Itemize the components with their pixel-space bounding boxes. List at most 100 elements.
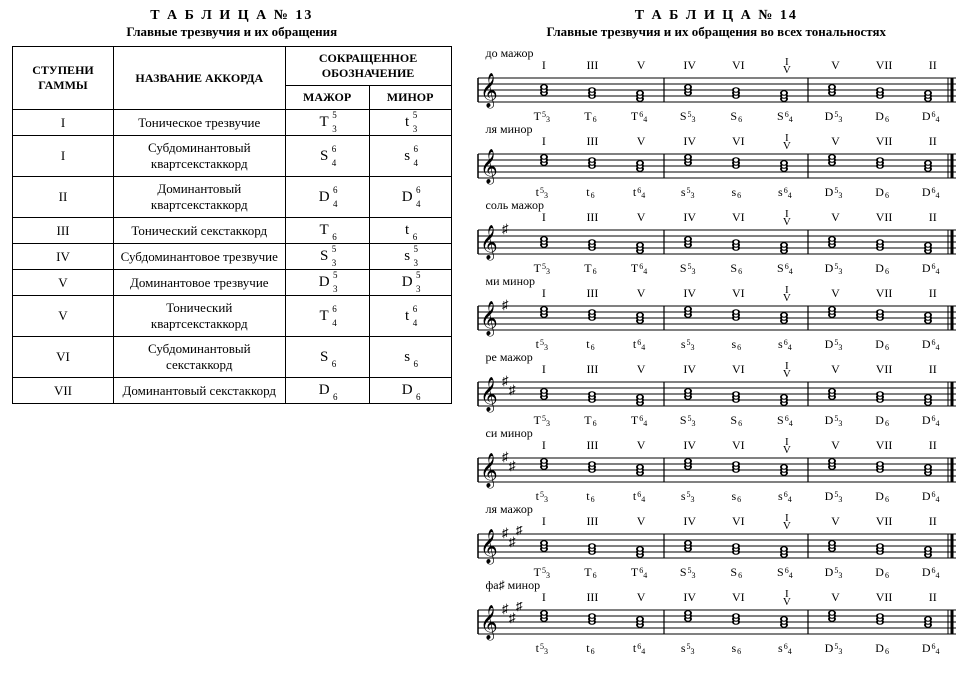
table13-subtitle: Главные трезвучия и их обращения bbox=[12, 24, 452, 40]
label-row: T53T6T64S53S6S64D53D6D64 bbox=[520, 261, 957, 276]
staff-row: IIIIVIVVIIVVVIIII𝄞♯T53T6T64S53S6S64D53D6… bbox=[472, 214, 961, 272]
cell-major: S6 bbox=[285, 337, 369, 378]
label-row: t53t6t64s53s6s64D53D6D64 bbox=[520, 489, 957, 504]
svg-text:♯: ♯ bbox=[516, 602, 523, 613]
staff-svg: 𝄞♯♯♯ bbox=[472, 602, 958, 646]
svg-text:𝄞: 𝄞 bbox=[480, 605, 498, 641]
chord-label: D64 bbox=[908, 109, 957, 124]
cell-minor: s6 bbox=[369, 337, 451, 378]
cell-major: T53 bbox=[285, 110, 369, 136]
chord-label: D6 bbox=[860, 337, 909, 352]
svg-text:♯: ♯ bbox=[516, 526, 523, 537]
chord-label: D6 bbox=[860, 261, 909, 276]
cell-name: Доминантовое трезвучие bbox=[114, 270, 286, 296]
chord-label: D64 bbox=[908, 489, 957, 504]
cell-minor: s53 bbox=[369, 244, 451, 270]
chord-label: D64 bbox=[908, 261, 957, 276]
chord-label: D53 bbox=[811, 565, 860, 580]
chord-label: S6 bbox=[714, 413, 763, 428]
cell-minor: t64 bbox=[369, 296, 451, 337]
chord-label: S64 bbox=[763, 261, 812, 276]
chord-label: s6 bbox=[714, 185, 763, 200]
th-name: НАЗВАНИЕ АККОРДА bbox=[114, 47, 286, 110]
staff-row: IIIIVIVVIIVVVIIII𝄞♯t53t6t64s53s6s64D53D6… bbox=[472, 290, 961, 348]
chord-label: T6 bbox=[568, 413, 617, 428]
chord-label: t53 bbox=[520, 185, 569, 200]
cell-degree: V bbox=[13, 270, 114, 296]
cell-degree: I bbox=[13, 110, 114, 136]
cell-major: D64 bbox=[285, 177, 369, 218]
chord-label: S53 bbox=[665, 565, 714, 580]
label-row: t53t6t64s53s6s64D53D6D64 bbox=[520, 641, 957, 656]
cell-minor: D6 bbox=[369, 378, 451, 404]
staff-svg: 𝄞 bbox=[472, 70, 958, 114]
svg-text:♯: ♯ bbox=[502, 374, 509, 388]
svg-text:𝄞: 𝄞 bbox=[480, 73, 498, 109]
cell-degree: VI bbox=[13, 337, 114, 378]
label-row: T53T6T64S53S6S64D53D6D64 bbox=[520, 565, 957, 580]
staff-svg: 𝄞♯ bbox=[472, 298, 958, 342]
cell-name: Субдоминантовое трезвучие bbox=[114, 244, 286, 270]
chord-label: D64 bbox=[908, 337, 957, 352]
chord-label: s53 bbox=[665, 489, 714, 504]
chord-label: D6 bbox=[860, 109, 909, 124]
svg-text:♯: ♯ bbox=[509, 458, 516, 473]
key-block: до мажорIIIIVIVVIIVVVIIII𝄞T53T6T64S53S6S… bbox=[472, 46, 961, 120]
th-major: МАЖОР bbox=[285, 86, 369, 110]
table13-title: Т А Б Л И Ц А № 13 bbox=[12, 8, 452, 24]
cell-minor: t6 bbox=[369, 218, 451, 244]
chord-label: D53 bbox=[811, 185, 860, 200]
cell-major: D6 bbox=[285, 378, 369, 404]
cell-name: Субдоминантовый квартсекстаккорд bbox=[114, 136, 286, 177]
staff-svg: 𝄞♯♯ bbox=[472, 374, 958, 418]
key-block: си минорIIIIVIVVIIVVVIIII𝄞♯♯t53t6t64s53s… bbox=[472, 426, 961, 500]
cell-degree: IV bbox=[13, 244, 114, 270]
staff-row: IIIIVIVVIIVVVIIII𝄞♯♯♯T53T6T64S53S6S64D53… bbox=[472, 518, 961, 576]
chord-label: T6 bbox=[568, 261, 617, 276]
cell-name: Тоническое трезвучие bbox=[114, 110, 286, 136]
key-block: ми минорIIIIVIVVIIVVVIIII𝄞♯t53t6t64s53s6… bbox=[472, 274, 961, 348]
staff-row: IIIIVIVVIIVVVIIII𝄞♯♯t53t6t64s53s6s64D53D… bbox=[472, 442, 961, 500]
chord-label: t53 bbox=[520, 337, 569, 352]
table-13-panel: Т А Б Л И Ц А № 13 Главные трезвучия и и… bbox=[12, 8, 452, 690]
chord-label: T53 bbox=[520, 261, 569, 276]
key-block: ля мажорIIIIVIVVIIVVVIIII𝄞♯♯♯T53T6T64S53… bbox=[472, 502, 961, 576]
chord-label: s64 bbox=[763, 185, 812, 200]
chord-label: T6 bbox=[568, 109, 617, 124]
label-row: t53t6t64s53s6s64D53D6D64 bbox=[520, 185, 957, 200]
th-minor: МИНОР bbox=[369, 86, 451, 110]
chord-label: D53 bbox=[811, 641, 860, 656]
staff-svg: 𝄞♯♯ bbox=[472, 450, 958, 494]
cell-name: Тонический квартсекстаккорд bbox=[114, 296, 286, 337]
table-row: VIСубдоминантовый секстаккордS6s6 bbox=[13, 337, 452, 378]
table-row: VIIДоминантовый секстаккордD6D6 bbox=[13, 378, 452, 404]
chord-label: S64 bbox=[763, 109, 812, 124]
table-14-panel: Т А Б Л И Ц А № 14 Главные трезвучия и и… bbox=[472, 8, 961, 690]
cell-degree: III bbox=[13, 218, 114, 244]
chord-label: S6 bbox=[714, 261, 763, 276]
chord-label: s6 bbox=[714, 641, 763, 656]
staff-row: IIIIVIVVIIVVVIIII𝄞♯♯T53T6T64S53S6S64D53D… bbox=[472, 366, 961, 424]
chord-label: s64 bbox=[763, 337, 812, 352]
staff-svg: 𝄞 bbox=[472, 146, 958, 190]
label-row: T53T6T64S53S6S64D53D6D64 bbox=[520, 413, 957, 428]
svg-text:𝄞: 𝄞 bbox=[480, 225, 498, 261]
table-row: IIIТонический секстаккордT6t6 bbox=[13, 218, 452, 244]
svg-text:♯: ♯ bbox=[502, 602, 509, 616]
table-row: IТоническое трезвучиеT53t53 bbox=[13, 110, 452, 136]
cell-name: Тонический секстаккорд bbox=[114, 218, 286, 244]
svg-text:♯: ♯ bbox=[502, 222, 509, 236]
chord-label: T64 bbox=[617, 109, 666, 124]
chord-label: T64 bbox=[617, 565, 666, 580]
svg-text:♯: ♯ bbox=[502, 526, 509, 540]
th-degree: СТУПЕНИ ГАММЫ bbox=[13, 47, 114, 110]
cell-minor: t53 bbox=[369, 110, 451, 136]
chord-label: D53 bbox=[811, 109, 860, 124]
cell-major: S53 bbox=[285, 244, 369, 270]
chord-label: D64 bbox=[908, 185, 957, 200]
chord-label: T53 bbox=[520, 109, 569, 124]
cell-name: Доминантовый квартсекстаккорд bbox=[114, 177, 286, 218]
svg-text:𝄞: 𝄞 bbox=[480, 149, 498, 185]
cell-major: T64 bbox=[285, 296, 369, 337]
chord-label: t6 bbox=[568, 489, 617, 504]
